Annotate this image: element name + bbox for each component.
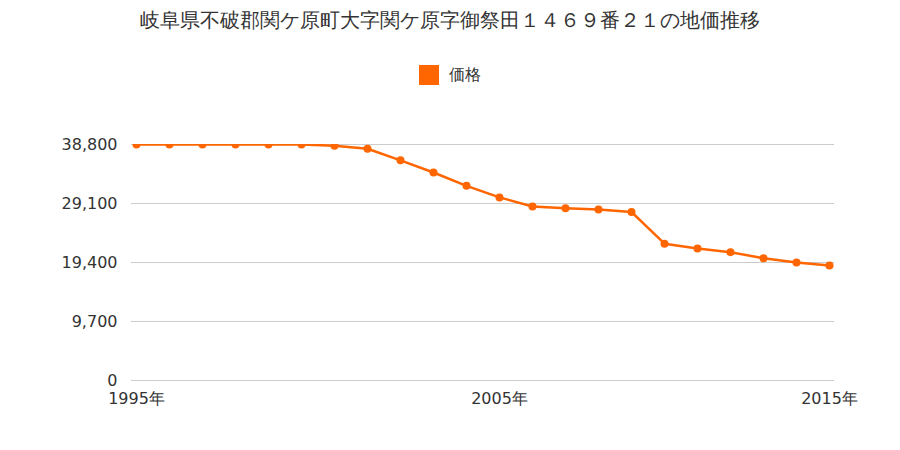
svg-text:1995年: 1995年	[108, 389, 165, 408]
svg-text:19,400: 19,400	[62, 253, 118, 272]
html-text:価格: 価格	[449, 64, 481, 84]
svg-text:9,700: 9,700	[72, 312, 118, 331]
svg-text:0: 0	[107, 371, 117, 390]
svg-text:2015年: 2015年	[801, 389, 858, 408]
html-text:岐阜県不破郡関ケ原町大字関ケ原字御祭田１４６９番２１の地価推: 岐阜県不破郡関ケ原町大字関ケ原字御祭田１４６９番２１の地価推移	[140, 8, 760, 32]
svg-text:29,100: 29,100	[62, 194, 118, 213]
svg-text:38,800: 38,800	[62, 135, 118, 154]
svg-text:2005年: 2005年	[471, 389, 528, 408]
